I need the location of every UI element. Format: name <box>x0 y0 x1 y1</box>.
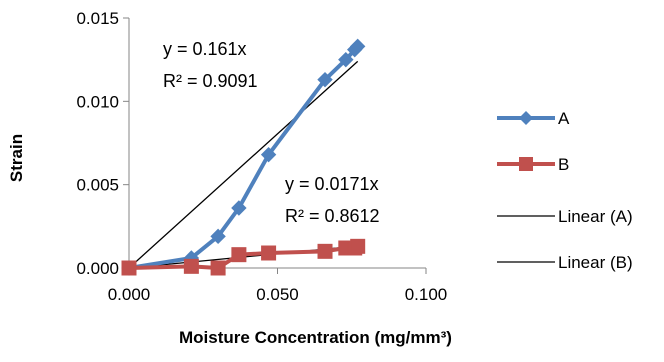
data-point-b <box>210 260 226 276</box>
data-point-b <box>183 258 199 274</box>
legend-marker-square-icon <box>519 157 533 171</box>
data-point-a <box>317 71 333 88</box>
x-tick-label: 0.100 <box>405 285 448 304</box>
trendline-equation: y = 0.0171x <box>285 174 379 194</box>
y-tick-label: 0.000 <box>76 259 119 278</box>
trendlines <box>128 60 359 269</box>
legend-label: Linear (A) <box>558 207 633 226</box>
data-point-a <box>231 200 247 216</box>
data-point-a <box>338 51 354 68</box>
legend: A B Linear (A) Linear (B) <box>497 109 633 272</box>
trendline-r-squared: R² = 0.8612 <box>285 206 380 226</box>
data-point-b <box>261 245 277 261</box>
data-point-b <box>121 260 137 276</box>
legend-label: B <box>558 155 569 174</box>
x-axis-title: Moisture Concentration (mg/mm³) <box>179 328 452 347</box>
trendline-annotations: y = 0.161x R² = 0.9091 y = 0.0171x R² = 0.8… <box>163 39 380 226</box>
legend-label: A <box>558 109 570 128</box>
x-tick-label: 0.000 <box>108 285 151 304</box>
axis-titles: Moisture Concentration (mg/mm³) Strain <box>7 134 452 347</box>
data-series <box>121 38 366 276</box>
data-point-a <box>349 38 366 55</box>
legend-label: Linear (B) <box>558 253 633 272</box>
data-point-b <box>231 247 247 263</box>
data-point-a <box>210 228 226 245</box>
data-point-a <box>260 146 277 163</box>
trendline-a <box>128 60 359 269</box>
data-point-b <box>350 238 366 254</box>
y-tick-label: 0.005 <box>76 176 119 195</box>
trendline-r-squared: R² = 0.9091 <box>163 71 258 91</box>
tick-labels: 0.000 0.005 0.010 0.015 0.000 0.050 0.100 <box>76 9 447 304</box>
y-tick-label: 0.015 <box>76 9 119 28</box>
x-tick-label: 0.050 <box>256 285 299 304</box>
trendline-equation: y = 0.161x <box>163 39 247 59</box>
y-axis-title: Strain <box>7 134 26 182</box>
legend-marker-diamond-icon <box>519 111 533 125</box>
data-point-b <box>317 243 333 259</box>
y-tick-label: 0.010 <box>76 92 119 111</box>
